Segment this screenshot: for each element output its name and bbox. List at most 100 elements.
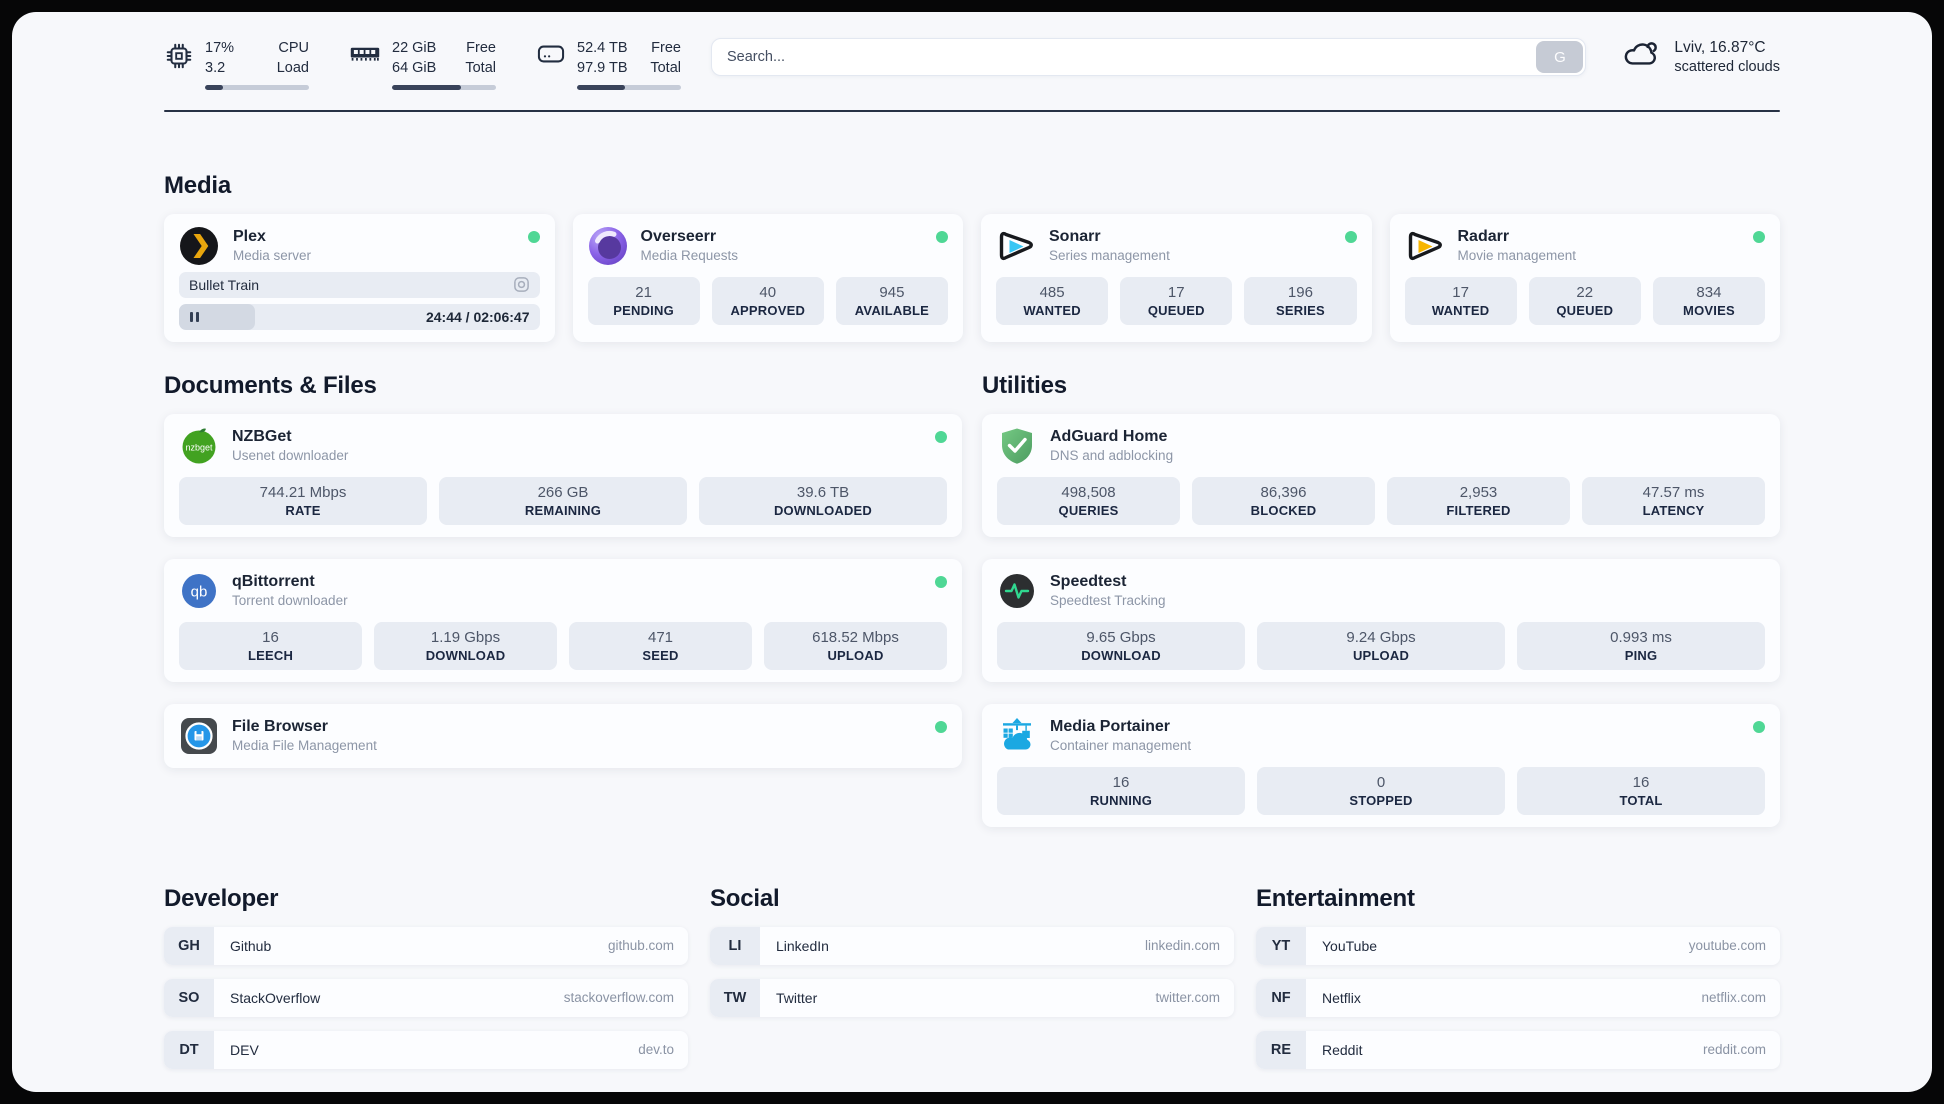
service-card-radarr[interactable]: Radarr Movie management 17 WANTED 22 QUEUE… [1389,213,1780,342]
cpu-stat: 17% CPU 3.2 Load [164,38,309,90]
service-card-qbittorrent[interactable]: qb qBittorrent Torrent downloader 16 LEEC… [164,558,962,682]
bookmark-linkedin[interactable]: LI LinkedIn linkedin.com [710,926,1234,965]
stat-label: QUERIES [1058,502,1119,518]
stat-label: SERIES [1275,302,1325,318]
stat-label: MOVIES [1683,302,1735,318]
search-engine-button[interactable]: G [1536,41,1584,73]
stat-value: 945 [879,283,905,301]
bookmarks-social: Social LI LinkedIn linkedin.com TW Twitt… [710,885,1234,1069]
bookmark-url: dev.to [638,1042,674,1058]
stat-label: APPROVED [730,302,806,318]
pause-icon[interactable] [189,311,200,323]
bookmark-url: twitter.com [1155,990,1220,1006]
stat-tile: 0 STOPPED [1257,766,1505,815]
ram-progress-track [392,84,496,90]
bookmark-abbr: LI [710,926,760,965]
stat-tile: 47.57 ms LATENCY [1582,476,1765,525]
stat-tile: 9.65 Gbps DOWNLOAD [997,621,1245,670]
bookmark-abbr: YT [1256,926,1306,965]
service-name: File Browser [232,718,329,736]
bookmark-name: Github [230,937,272,954]
stat-tile: 0.993 ms PING [1517,621,1765,670]
section-title-entertainment: Entertainment [1256,884,1415,912]
portainer-icon [997,716,1037,756]
service-card-overseerr[interactable]: Overseerr Media Requests 21 PENDING 40 APP… [572,213,963,342]
dashboard-page: 17% CPU 3.2 Load 22 GiB Free 64 GiB To [12,12,1932,1092]
cpu-icon [164,41,194,90]
service-name: Radarr [1457,228,1510,246]
svg-text:nzbget: nzbget [185,442,213,452]
stat-tile: 22 QUEUED [1528,276,1641,325]
bookmark-github[interactable]: GH Github github.com [164,926,688,965]
bookmark-name: StackOverflow [230,989,321,1006]
service-card-plex[interactable]: Plex Media server Bullet Train [164,213,555,342]
service-card-filebrowser[interactable]: File Browser Media File Management [164,703,962,768]
cpu-load-value: 3.2 [205,60,226,77]
service-card-sonarr[interactable]: Sonarr Series management 485 WANTED 17 QUE… [981,213,1372,342]
bookmark-youtube[interactable]: YT YouTube youtube.com [1256,926,1780,965]
section-title-utilities: Utilities [982,371,1067,399]
bookmark-dev[interactable]: DT DEV dev.to [164,1030,688,1069]
stat-value: 21 [635,283,652,301]
playback-bar[interactable]: 24:44 / 02:06:47 [179,303,540,330]
stat-label: TOTAL [1619,792,1663,808]
stat-tile: 618.52 Mbps UPLOAD [764,621,947,670]
ram-total-value: 64 GiB [392,60,437,77]
stat-label: STOPPED [1349,792,1413,808]
stat-value: 2,953 [1459,483,1498,501]
cpu-label: CPU [278,40,309,56]
search-input[interactable] [711,38,1587,76]
status-online-dot [935,430,947,443]
service-card-nzbget[interactable]: nzbget NZBGet Usenet downloader 744.21 M… [164,413,962,537]
service-subtitle: Media server [233,248,312,264]
bookmark-stackoverflow[interactable]: SO StackOverflow stackoverflow.com [164,978,688,1017]
search-bar: G [711,38,1587,76]
bookmark-url: youtube.com [1688,938,1766,954]
stat-label: RUNNING [1089,792,1153,808]
stat-value: 1.19 Gbps [430,628,501,646]
service-card-speedtest[interactable]: Speedtest Speedtest Tracking 9.65 Gbps DO… [982,558,1780,682]
stat-value: 618.52 Mbps [812,628,899,646]
stat-tile: 17 QUEUED [1120,276,1233,325]
ram-total-label: Total [465,60,496,77]
section-title-documents: Documents & Files [164,371,377,399]
bookmark-netflix[interactable]: NF Netflix netflix.com [1256,978,1780,1017]
stat-label: UPLOAD [1352,647,1410,663]
stat-tile: 40 APPROVED [711,276,824,325]
bookmark-twitter[interactable]: TW Twitter twitter.com [710,978,1234,1017]
stat-tile: 2,953 FILTERED [1387,476,1570,525]
stat-label: LATENCY [1642,502,1705,518]
bookmark-url: github.com [607,938,674,954]
status-online-dot [935,720,947,733]
top-bar: 17% CPU 3.2 Load 22 GiB Free 64 GiB To [164,12,1780,90]
disk-progress-fill [577,84,625,90]
now-playing-row: Bullet Train [179,271,540,298]
bookmark-reddit[interactable]: RE Reddit reddit.com [1256,1030,1780,1069]
stat-label: PENDING [613,302,674,318]
stat-tile: 834 MOVIES [1652,276,1766,325]
bookmarks-developer: Developer GH Github github.com SO StackO… [164,885,688,1069]
stat-value: 485 [1039,283,1065,301]
viewfinder-icon[interactable] [513,276,530,293]
disk-total-value: 97.9 TB [577,60,628,77]
ram-progress-fill [392,84,461,90]
ram-free-value: 22 GiB [392,40,437,56]
stat-value: 498,508 [1061,483,1116,501]
plex-icon [179,226,219,266]
stat-value: 16 [262,628,279,646]
stat-value: 17 [1167,283,1185,301]
status-online-dot [935,575,947,588]
stat-value: 39.6 TB [796,483,850,501]
system-stats: 17% CPU 3.2 Load 22 GiB Free 64 GiB To [164,38,681,90]
service-card-portainer[interactable]: Media Portainer Container management 16 R… [982,703,1780,827]
media-card-grid: Plex Media server Bullet Train [164,213,1780,342]
bookmark-name: DEV [230,1041,259,1058]
adguard-icon [997,426,1037,466]
service-name: AdGuard Home [1050,428,1168,446]
radarr-icon [1405,226,1445,266]
stat-tile: 485 WANTED [996,276,1109,325]
stat-value: 471 [647,628,674,646]
bookmarks-section: Developer GH Github github.com SO StackO… [164,885,1780,1069]
service-card-adguard[interactable]: AdGuard Home DNS and adblocking 498,508 Q… [982,413,1780,537]
